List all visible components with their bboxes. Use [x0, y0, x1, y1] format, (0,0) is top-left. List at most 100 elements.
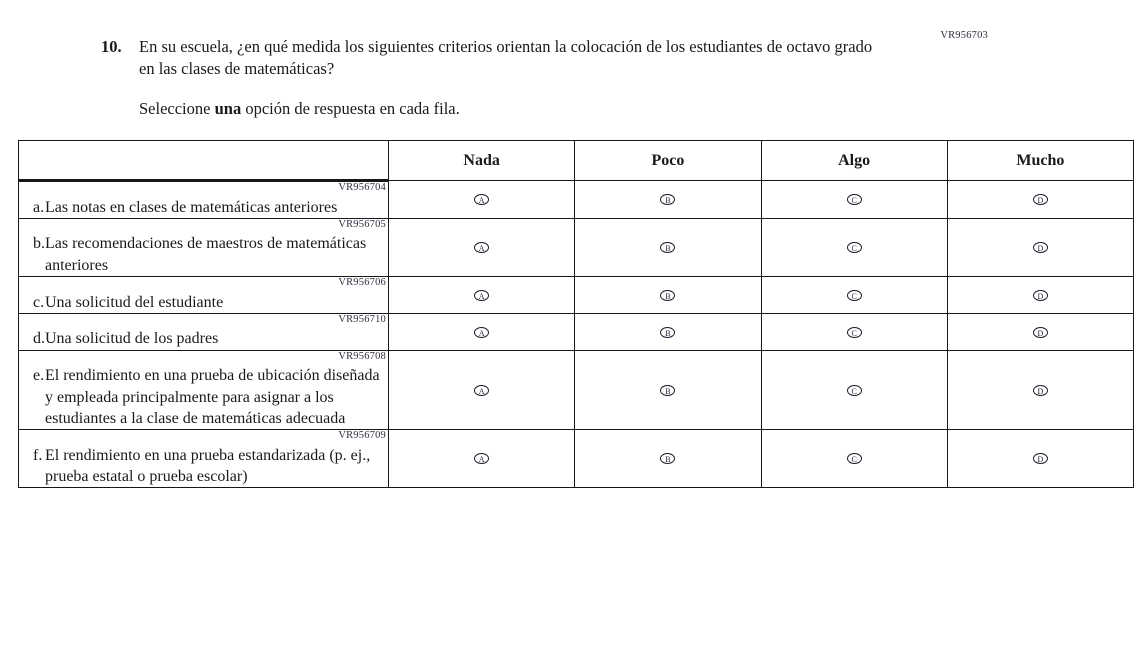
- row-letter: e.: [33, 367, 45, 385]
- option-cell-poco[interactable]: B: [574, 349, 762, 431]
- question-stem: 10. En su escuela, ¿en qué medida los si…: [101, 36, 891, 120]
- row-letter: c.: [33, 293, 45, 311]
- row-body: a. Las notas en clases de matemáticas an…: [19, 197, 388, 218]
- option-cell-poco[interactable]: B: [574, 180, 762, 219]
- option-cell-algo[interactable]: C: [760, 349, 948, 431]
- option-cell-algo[interactable]: C: [760, 217, 948, 277]
- option-cell-nada[interactable]: A: [387, 312, 576, 351]
- option-cell-poco[interactable]: B: [574, 429, 762, 489]
- matrix-header-row: Nada Poco Algo Mucho: [18, 140, 1135, 182]
- question-instruction: Seleccione una opción de respuesta en ca…: [139, 98, 891, 120]
- radio-bubble-c[interactable]: C: [846, 194, 862, 206]
- row-label: El rendimiento en una prueba de ubicació…: [45, 367, 380, 427]
- instruction-text-after: opción de respuesta en cada fila.: [241, 98, 460, 118]
- option-cell-nada[interactable]: A: [387, 349, 576, 431]
- radio-bubble-b[interactable]: B: [660, 453, 676, 465]
- matrix-body: VR956704 a. Las notas en clases de matem…: [18, 180, 1135, 489]
- response-matrix: Nada Poco Algo Mucho VR956704 a. Las not…: [18, 140, 1135, 489]
- row-label: Una solicitud del estudiante: [45, 293, 224, 311]
- row-label: Las notas en clases de matemáticas anter…: [45, 198, 338, 216]
- radio-bubble-a[interactable]: A: [474, 289, 490, 301]
- radio-bubble-c[interactable]: C: [846, 289, 862, 301]
- question-number: 10.: [101, 37, 122, 56]
- option-cell-algo[interactable]: C: [760, 429, 948, 489]
- matrix-row-stem: VR956708 e. El rendimiento en una prueba…: [18, 349, 389, 431]
- radio-bubble-b[interactable]: B: [660, 326, 676, 338]
- row-item-code: VR956709: [338, 430, 386, 442]
- row-letter: d.: [33, 330, 45, 348]
- radio-bubble-b[interactable]: B: [660, 242, 676, 254]
- matrix-row-stem: VR956704 a. Las notas en clases de matem…: [18, 180, 389, 219]
- question-text: En su escuela, ¿en qué medida los siguie…: [139, 37, 873, 79]
- row-label: Las recomendaciones de maestros de matem…: [45, 235, 367, 274]
- radio-bubble-c[interactable]: C: [846, 326, 862, 338]
- radio-bubble-c[interactable]: C: [846, 242, 862, 254]
- matrix-row-stem: VR956705 b. Las recomendaciones de maest…: [18, 217, 389, 277]
- radio-bubble-a[interactable]: A: [474, 194, 490, 206]
- table-row: VR956709 f. El rendimiento en una prueba…: [18, 429, 1135, 489]
- row-item-code: VR956704: [338, 182, 386, 193]
- radio-bubble-d[interactable]: D: [1032, 242, 1048, 254]
- row-letter: b.: [33, 235, 45, 253]
- matrix-column-header-poco: Poco: [574, 140, 762, 181]
- radio-bubble-a[interactable]: A: [474, 453, 490, 465]
- row-letter: a.: [33, 198, 45, 216]
- radio-bubble-b[interactable]: B: [660, 194, 676, 206]
- question-stem-row: 10. En su escuela, ¿en qué medida los si…: [101, 36, 891, 81]
- option-cell-mucho[interactable]: D: [946, 312, 1135, 351]
- matrix-header: Nada Poco Algo Mucho: [18, 140, 1135, 182]
- option-cell-poco[interactable]: B: [574, 217, 762, 277]
- matrix-row-stem: VR956710 d. Una solicitud de los padres: [18, 312, 389, 351]
- row-body: b. Las recomendaciones de maestros de ma…: [19, 233, 388, 276]
- row-letter: f.: [33, 446, 43, 464]
- option-cell-mucho[interactable]: D: [946, 180, 1135, 219]
- radio-bubble-b[interactable]: B: [660, 289, 676, 301]
- row-body: e. El rendimiento en una prueba de ubica…: [19, 365, 388, 429]
- matrix-column-header-mucho: Mucho: [946, 140, 1135, 181]
- option-cell-nada[interactable]: A: [387, 429, 576, 489]
- option-cell-nada[interactable]: A: [387, 275, 576, 314]
- table-row: VR956708 e. El rendimiento en una prueba…: [18, 349, 1135, 431]
- row-item-code: VR956705: [338, 218, 386, 230]
- radio-bubble-a[interactable]: A: [474, 384, 490, 396]
- radio-bubble-d[interactable]: D: [1032, 289, 1048, 301]
- row-label: El rendimiento en una prueba estandariza…: [45, 446, 371, 485]
- option-cell-algo[interactable]: C: [760, 180, 948, 219]
- page-item-code: VR956703: [940, 30, 988, 41]
- table-row: VR956706 c. Una solicitud del estudiante…: [18, 275, 1135, 314]
- option-cell-mucho[interactable]: D: [946, 217, 1135, 277]
- radio-bubble-c[interactable]: C: [846, 453, 862, 465]
- row-item-code: VR956708: [338, 350, 386, 362]
- radio-bubble-b[interactable]: B: [660, 384, 676, 396]
- row-item-code: VR956710: [338, 313, 386, 325]
- matrix-row-stem: VR956706 c. Una solicitud del estudiante: [18, 275, 389, 314]
- option-cell-mucho[interactable]: D: [946, 349, 1135, 431]
- radio-bubble-d[interactable]: D: [1032, 326, 1048, 338]
- option-cell-mucho[interactable]: D: [946, 275, 1135, 314]
- radio-bubble-d[interactable]: D: [1032, 384, 1048, 396]
- radio-bubble-c[interactable]: C: [846, 384, 862, 396]
- option-cell-nada[interactable]: A: [387, 217, 576, 277]
- option-cell-algo[interactable]: C: [760, 312, 948, 351]
- row-body: d. Una solicitud de los padres: [19, 328, 388, 349]
- matrix-column-header-nada: Nada: [387, 140, 576, 181]
- matrix-column-header-algo: Algo: [760, 140, 948, 181]
- row-body: c. Una solicitud del estudiante: [19, 292, 388, 313]
- radio-bubble-d[interactable]: D: [1032, 453, 1048, 465]
- option-cell-poco[interactable]: B: [574, 312, 762, 351]
- matrix-row-stem: VR956709 f. El rendimiento en una prueba…: [18, 429, 389, 489]
- radio-bubble-a[interactable]: A: [474, 242, 490, 254]
- option-cell-nada[interactable]: A: [387, 180, 576, 219]
- row-label: Una solicitud de los padres: [45, 330, 219, 348]
- table-row: VR956710 d. Una solicitud de los padres …: [18, 312, 1135, 351]
- instruction-emphasis: una: [214, 98, 242, 118]
- row-item-code: VR956706: [338, 276, 386, 288]
- row-body: f. El rendimiento en una prueba estandar…: [19, 445, 388, 488]
- option-cell-algo[interactable]: C: [760, 275, 948, 314]
- radio-bubble-a[interactable]: A: [474, 326, 490, 338]
- radio-bubble-d[interactable]: D: [1032, 194, 1048, 206]
- option-cell-poco[interactable]: B: [574, 275, 762, 314]
- table-row: VR956704 a. Las notas en clases de matem…: [18, 180, 1135, 219]
- option-cell-mucho[interactable]: D: [946, 429, 1135, 489]
- matrix-header-blank: [18, 140, 389, 182]
